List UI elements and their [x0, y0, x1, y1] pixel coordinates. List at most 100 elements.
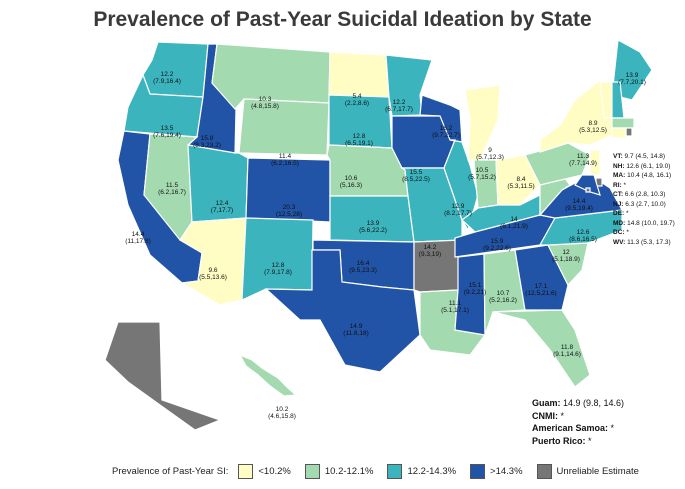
state-ci-nm: (7.9,17.8): [264, 269, 292, 276]
legend-label: 12.2-14.3%: [407, 465, 457, 477]
state-value-in: 10.5: [476, 167, 489, 174]
state-ci-ut: (7,17.7): [211, 207, 233, 214]
state-ci-nc: (8.6,16.5): [569, 236, 597, 243]
state-oh: [495, 154, 541, 206]
state-ci-il: (8.2,17.7): [444, 210, 472, 217]
state-value-pa: 11.3: [577, 153, 590, 160]
legend-label: Unreliable Estimate: [556, 465, 639, 477]
state-ci-hi: (4.6,15.8): [268, 413, 296, 420]
small-state-row: NH: 12.6 (6.1, 19.0): [613, 162, 675, 172]
state-value-ky: 14: [510, 216, 518, 223]
state-value-ks: 13.9: [367, 220, 380, 227]
state-value-ms: 15.1: [469, 282, 482, 289]
legend-swatch: [304, 463, 320, 479]
territory-value: *: [585, 435, 592, 446]
small-state-value: 6.6 (2.8, 10.3): [623, 191, 666, 198]
legend: Prevalence of Past-Year SI: <10.2% 10.2-1…: [112, 463, 653, 479]
state-value-mn: 12.2: [393, 99, 406, 106]
territory-value: *: [608, 423, 615, 433]
state-ci-tn: (9.2,22.6): [483, 245, 511, 252]
territory-row: American Samoa: *: [532, 422, 624, 435]
small-state-abbr: RI:: [613, 181, 622, 189]
small-state-abbr: MD:: [613, 219, 626, 227]
legend-label: <10.2%: [258, 465, 291, 477]
small-state-value: 11.3 (5.3, 17.3): [625, 238, 671, 246]
small-state-row: RI: *: [613, 181, 675, 191]
territory-value: 14.9 (9.8, 14.6): [560, 398, 625, 408]
state-ci-az: (5.5,13.6): [199, 274, 227, 281]
state-ci-tx: (11.8,18): [343, 330, 369, 337]
small-state-value: *: [624, 229, 629, 236]
state-nd: [328, 51, 390, 98]
state-ci-ky: (6.1,21.9): [500, 223, 528, 230]
legend-label: 10.2-12.1%: [324, 465, 374, 477]
state-value-va: 14.4: [573, 198, 586, 205]
legend-item: >14.3%: [470, 463, 523, 479]
state-value-ne: 10.6: [345, 175, 358, 182]
legend-item: 12.2-14.3%: [387, 463, 457, 479]
state-wa: [142, 41, 209, 98]
small-state-abbr: MA:: [613, 172, 626, 179]
state-ci-fl: (9.1,14.6): [553, 351, 581, 358]
state-ri: [625, 127, 633, 137]
small-state-abbr: CT:: [613, 191, 624, 198]
small-state-abbr: NH:: [613, 162, 625, 170]
state-ci-me: (7.7,20.1): [618, 79, 646, 86]
territory-row: Guam: 14.9 (9.8, 14.6): [532, 397, 624, 410]
legend-swatch: [387, 463, 403, 479]
legend-title: Prevalence of Past-Year SI:: [112, 465, 229, 477]
state-value-ca: 14.4: [132, 231, 145, 238]
territory-row: Puerto Rico: *: [532, 435, 624, 448]
small-state-row: VT: 9.7 (4.5, 14.8): [613, 152, 675, 162]
state-value-wy: 11.4: [279, 153, 292, 160]
legend-label: >14.3%: [490, 465, 523, 477]
small-state-row: DE: *: [613, 209, 675, 219]
legend-items: <10.2% 10.2-12.1% 12.2-14.3% >14.3% Unreliab…: [238, 463, 653, 479]
small-states-list: VT: 9.7 (4.5, 14.8) NH: 12.6 (6.1, 19.0) M…: [613, 152, 675, 247]
state-value-co: 20.3: [283, 204, 296, 211]
state-ak: [104, 321, 222, 431]
state-tx: [264, 249, 421, 373]
legend-swatch: [470, 463, 486, 479]
state-value-ny: 8.9: [588, 120, 597, 127]
state-ci-nv: (6.2,16.7): [158, 189, 186, 196]
state-value-ut: 12.4: [216, 200, 229, 207]
state-value-az: 9.6: [208, 267, 217, 274]
state-ci-ks: (5.6,22.2): [359, 227, 387, 234]
state-ci-mn: (6.7,17.7): [385, 106, 413, 113]
state-value-fl: 11.8: [561, 344, 574, 351]
state-ci-ne: (5,16.3): [340, 182, 362, 189]
state-value-or: 13.5: [161, 125, 174, 132]
small-state-value: 10.4 (4.8, 16.1): [625, 172, 672, 179]
state-value-id: 15.8: [201, 135, 214, 142]
small-state-value: *: [624, 210, 629, 217]
legend-item: 10.2-12.1%: [304, 463, 374, 479]
state-value-nv: 11.5: [166, 182, 179, 189]
state-ci-ga: (12.5,21.6): [525, 290, 556, 297]
state-value-tn: 15.9: [491, 238, 504, 245]
state-ci-sd: (6.5,19.1): [345, 140, 373, 147]
state-ci-mo: (9.3,19): [419, 251, 441, 258]
map-title: Prevalence of Past-Year Suicidal Ideatio…: [93, 8, 592, 31]
state-ci-in: (5.7,15.2): [468, 174, 496, 181]
state-value-nd: 5.4: [352, 93, 361, 100]
state-ci-va: (9.5,19.4): [565, 205, 593, 212]
state-value-ok: 16.4: [357, 260, 370, 267]
state-value-al: 10.7: [497, 290, 510, 297]
state-value-tx: 14.9: [350, 323, 363, 330]
state-ci-or: (7.6,19.4): [153, 132, 181, 139]
small-state-value: 12.6 (6.1, 19.0): [624, 162, 671, 170]
state-value-ga: 17.1: [535, 283, 548, 290]
state-value-ia: 15.5: [410, 169, 423, 176]
small-state-row: CT: 6.6 (2.8, 10.3): [613, 190, 675, 200]
state-fl: [492, 309, 591, 388]
small-state-value: 9.7 (4.5, 14.8): [622, 153, 666, 160]
state-value-oh: 8.4: [516, 176, 525, 183]
state-ci-nd: (2.2,8.6): [345, 100, 369, 107]
small-state-row: MA: 10.4 (4.8, 16.1): [613, 171, 675, 181]
state-value-wi: 16.2: [440, 125, 453, 132]
state-ci-wa: (7.9,16.4): [153, 78, 181, 85]
state-ct: [611, 127, 627, 139]
state-ci-ok: (9.5,23.3): [349, 267, 377, 274]
small-state-value: 6.3 (2.7, 10.0): [623, 200, 666, 208]
